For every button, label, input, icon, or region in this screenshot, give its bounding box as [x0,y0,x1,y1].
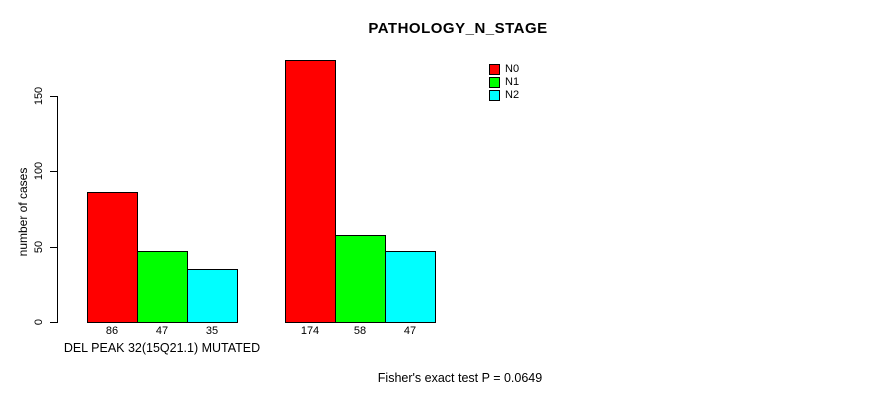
y-tick-label: 100 [33,162,45,181]
group-label: DEL PEAK 32(15Q21.1) MUTATED [63,341,261,355]
bar-value-label: 47 [403,325,417,337]
bar-value-label: 58 [353,325,367,337]
legend-item: N2 [489,89,519,102]
bar-value-label: 86 [105,325,119,337]
y-tick-label: 50 [33,240,45,253]
legend-swatch-N1 [489,77,500,88]
legend-label: N1 [505,76,520,88]
legend-label: N2 [505,89,520,101]
legend-swatch-N2 [489,90,500,101]
chart-title: PATHOLOGY_N_STAGE [368,20,548,37]
legend-swatch-N0 [489,64,500,75]
bar-value-label: 174 [300,325,320,337]
y-tick [50,171,57,173]
y-tick-label: 150 [33,86,45,106]
y-tick-label: 0 [33,318,45,326]
y-tick [50,96,57,97]
bar-N1-group1 [137,251,188,323]
y-tick [50,246,57,248]
legend-item: N0 [489,63,519,76]
bar-N2-group1 [187,269,238,323]
legend: N0 N1 N2 [489,63,519,102]
fisher-test-annotation: Fisher's exact test P = 0.0649 [377,371,543,385]
bar-N0-group2 [285,59,336,323]
y-tick [50,322,57,323]
legend-item: N1 [489,76,519,89]
y-axis-title: number of cases [16,167,30,257]
y-axis-line [57,96,58,323]
bar-N0-group1 [87,192,138,323]
bar-value-label: 47 [155,325,169,337]
bar-N1-group2 [335,234,386,323]
legend-label: N0 [505,63,520,75]
bar-N2-group2 [385,251,436,323]
bar-value-label: 35 [205,325,219,337]
